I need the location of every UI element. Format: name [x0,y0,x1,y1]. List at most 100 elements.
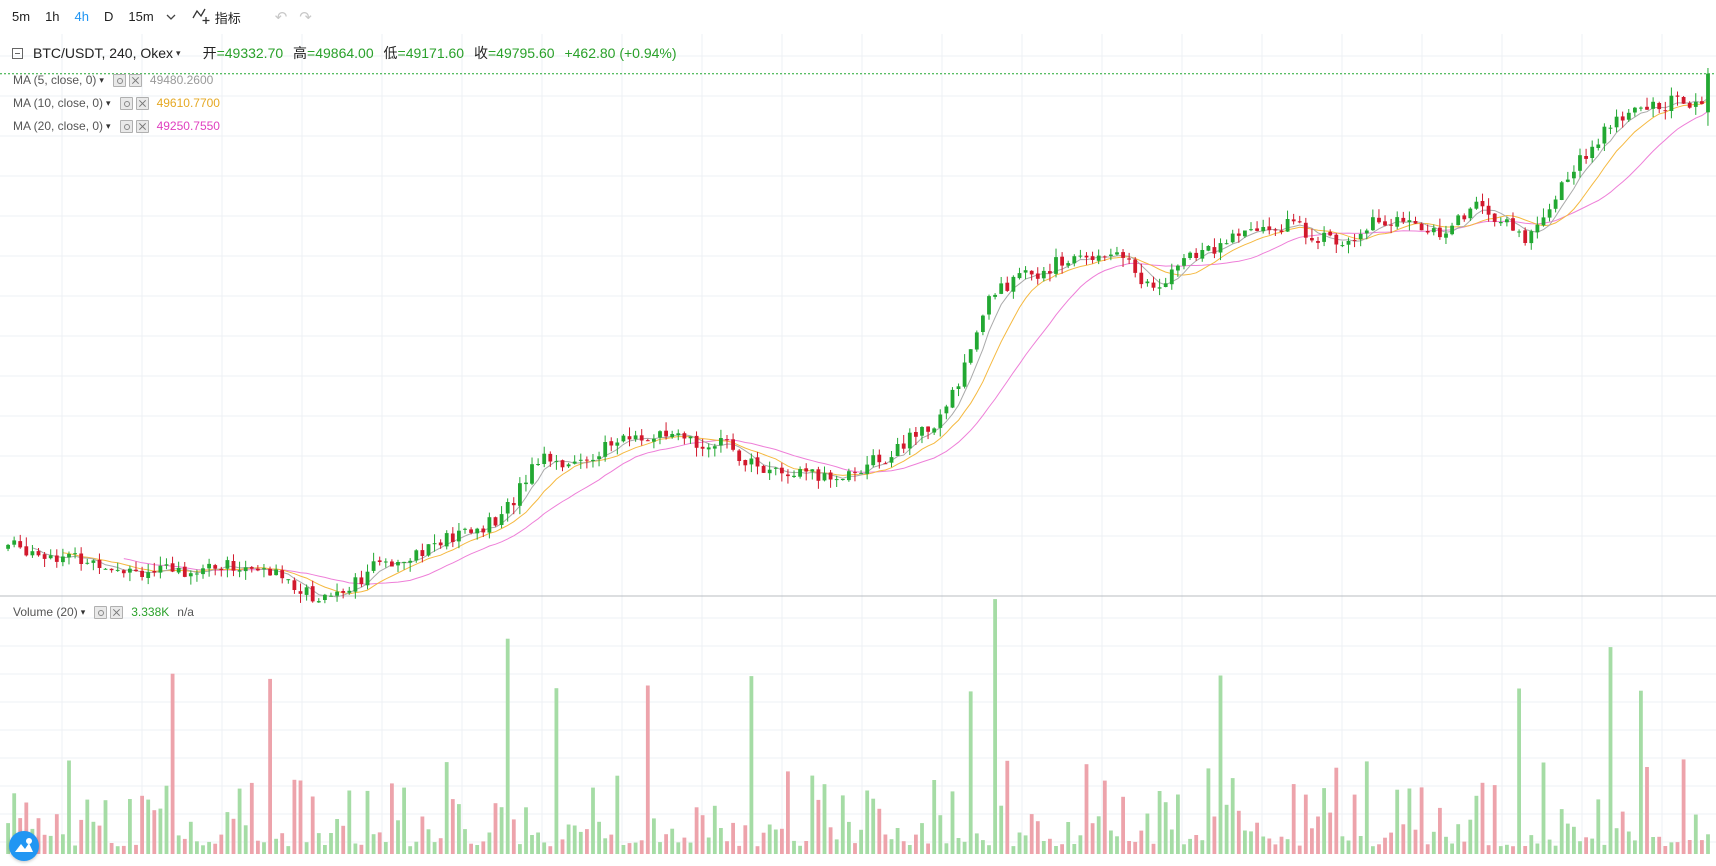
candle-body [1572,171,1576,179]
volume-bar [1297,845,1302,854]
volume-bar [1157,791,1162,854]
volume-bar [1663,846,1668,854]
candle-body [1316,241,1320,243]
volume-bar [804,841,809,854]
candle-body [999,283,1004,294]
close-icon[interactable] [135,96,149,110]
close-icon[interactable] [135,119,149,133]
eye-icon[interactable] [119,96,133,110]
candle [219,566,224,577]
chevron-down-icon[interactable]: ▾ [80,606,86,617]
candle [1060,252,1064,274]
volume-bar [853,843,857,854]
candle-body [1121,252,1125,258]
candle [1669,87,1674,119]
volume-bar [42,834,47,854]
intervals-chevron-down-icon[interactable] [160,14,182,20]
candle-body [298,591,303,594]
candle-body [54,555,59,562]
interval-15m-button[interactable]: 15m [128,9,154,24]
candle-body [1005,282,1010,291]
candle-body [134,569,138,572]
volume-bar [176,835,181,854]
interval-1h-button[interactable]: 1h [45,9,60,24]
volume-bar [243,825,248,854]
candle [694,431,699,457]
redo-icon[interactable]: ↷ [299,9,312,26]
volume-bar [700,815,705,854]
candle-body [408,560,413,563]
candle-body [993,294,997,297]
eye-icon[interactable] [112,73,126,87]
volume-bar [170,673,175,854]
undo-icon[interactable]: ↶ [274,9,288,26]
candle-body [1693,102,1698,107]
candle-body [1163,283,1168,287]
candle [859,470,863,475]
candle-body [499,514,504,525]
candle-body [518,483,522,506]
interval-4h-button[interactable]: 4h [74,9,89,24]
candle [1480,193,1485,214]
candle [438,539,443,549]
candle [798,466,802,479]
chevron-down-icon[interactable]: ▾ [176,47,181,58]
volume-bar [536,832,540,854]
candle-body [61,556,65,563]
volume-bar [1078,835,1083,854]
candle-body [920,427,924,436]
candle [1425,224,1430,235]
volume-bar [1145,813,1150,854]
volume-bar [268,678,272,854]
indicators-button[interactable]: 指标 [186,7,247,28]
collapse-legend-icon[interactable] [12,47,23,59]
chevron-down-icon[interactable]: ▾ [106,120,111,131]
candle [487,512,492,539]
volume-bar [438,838,443,854]
candle-body [725,439,729,441]
close-icon[interactable] [128,73,142,87]
logo-icon[interactable] [9,831,39,861]
candle [591,454,595,468]
interval-5m-button[interactable]: 5m [12,9,31,24]
eye-icon[interactable] [94,605,108,619]
candle [30,545,35,558]
volume-bar [1438,807,1442,854]
candle [1285,210,1290,232]
chevron-down-icon[interactable]: ▾ [99,74,104,85]
candle [968,349,973,365]
candle [103,568,108,570]
candle-body [1340,245,1345,247]
candle-body [475,528,480,534]
price-chart[interactable] [0,34,1716,864]
candle [1505,217,1509,227]
candle-body [335,591,339,596]
volume-bar [1456,824,1461,854]
change-value: +462.80 (+0.94%) [564,45,677,61]
candle [1663,101,1668,120]
candle-body [603,442,608,457]
candle [371,552,376,574]
candle-body [1657,103,1662,110]
eye-icon[interactable] [119,119,133,133]
interval-day-button[interactable]: D [104,9,114,24]
candle-body [280,570,285,579]
chevron-down-icon[interactable]: ▾ [106,97,111,108]
candle-body [243,567,248,572]
candle-body [1517,231,1521,233]
close-icon[interactable] [110,605,124,619]
volume-bar [1541,762,1546,854]
candle-body [1498,222,1503,224]
candle [280,565,285,584]
candle-body [670,434,675,437]
volume-bar [1706,834,1710,854]
volume-bar [103,800,108,854]
candle-body [804,468,809,472]
volume-bar [1535,843,1540,854]
volume-bar [822,784,827,854]
volume-bar [950,791,955,854]
candle [1633,106,1637,117]
candle [1236,228,1241,243]
candle-body [1322,232,1326,242]
volume-bar [1553,845,1558,854]
